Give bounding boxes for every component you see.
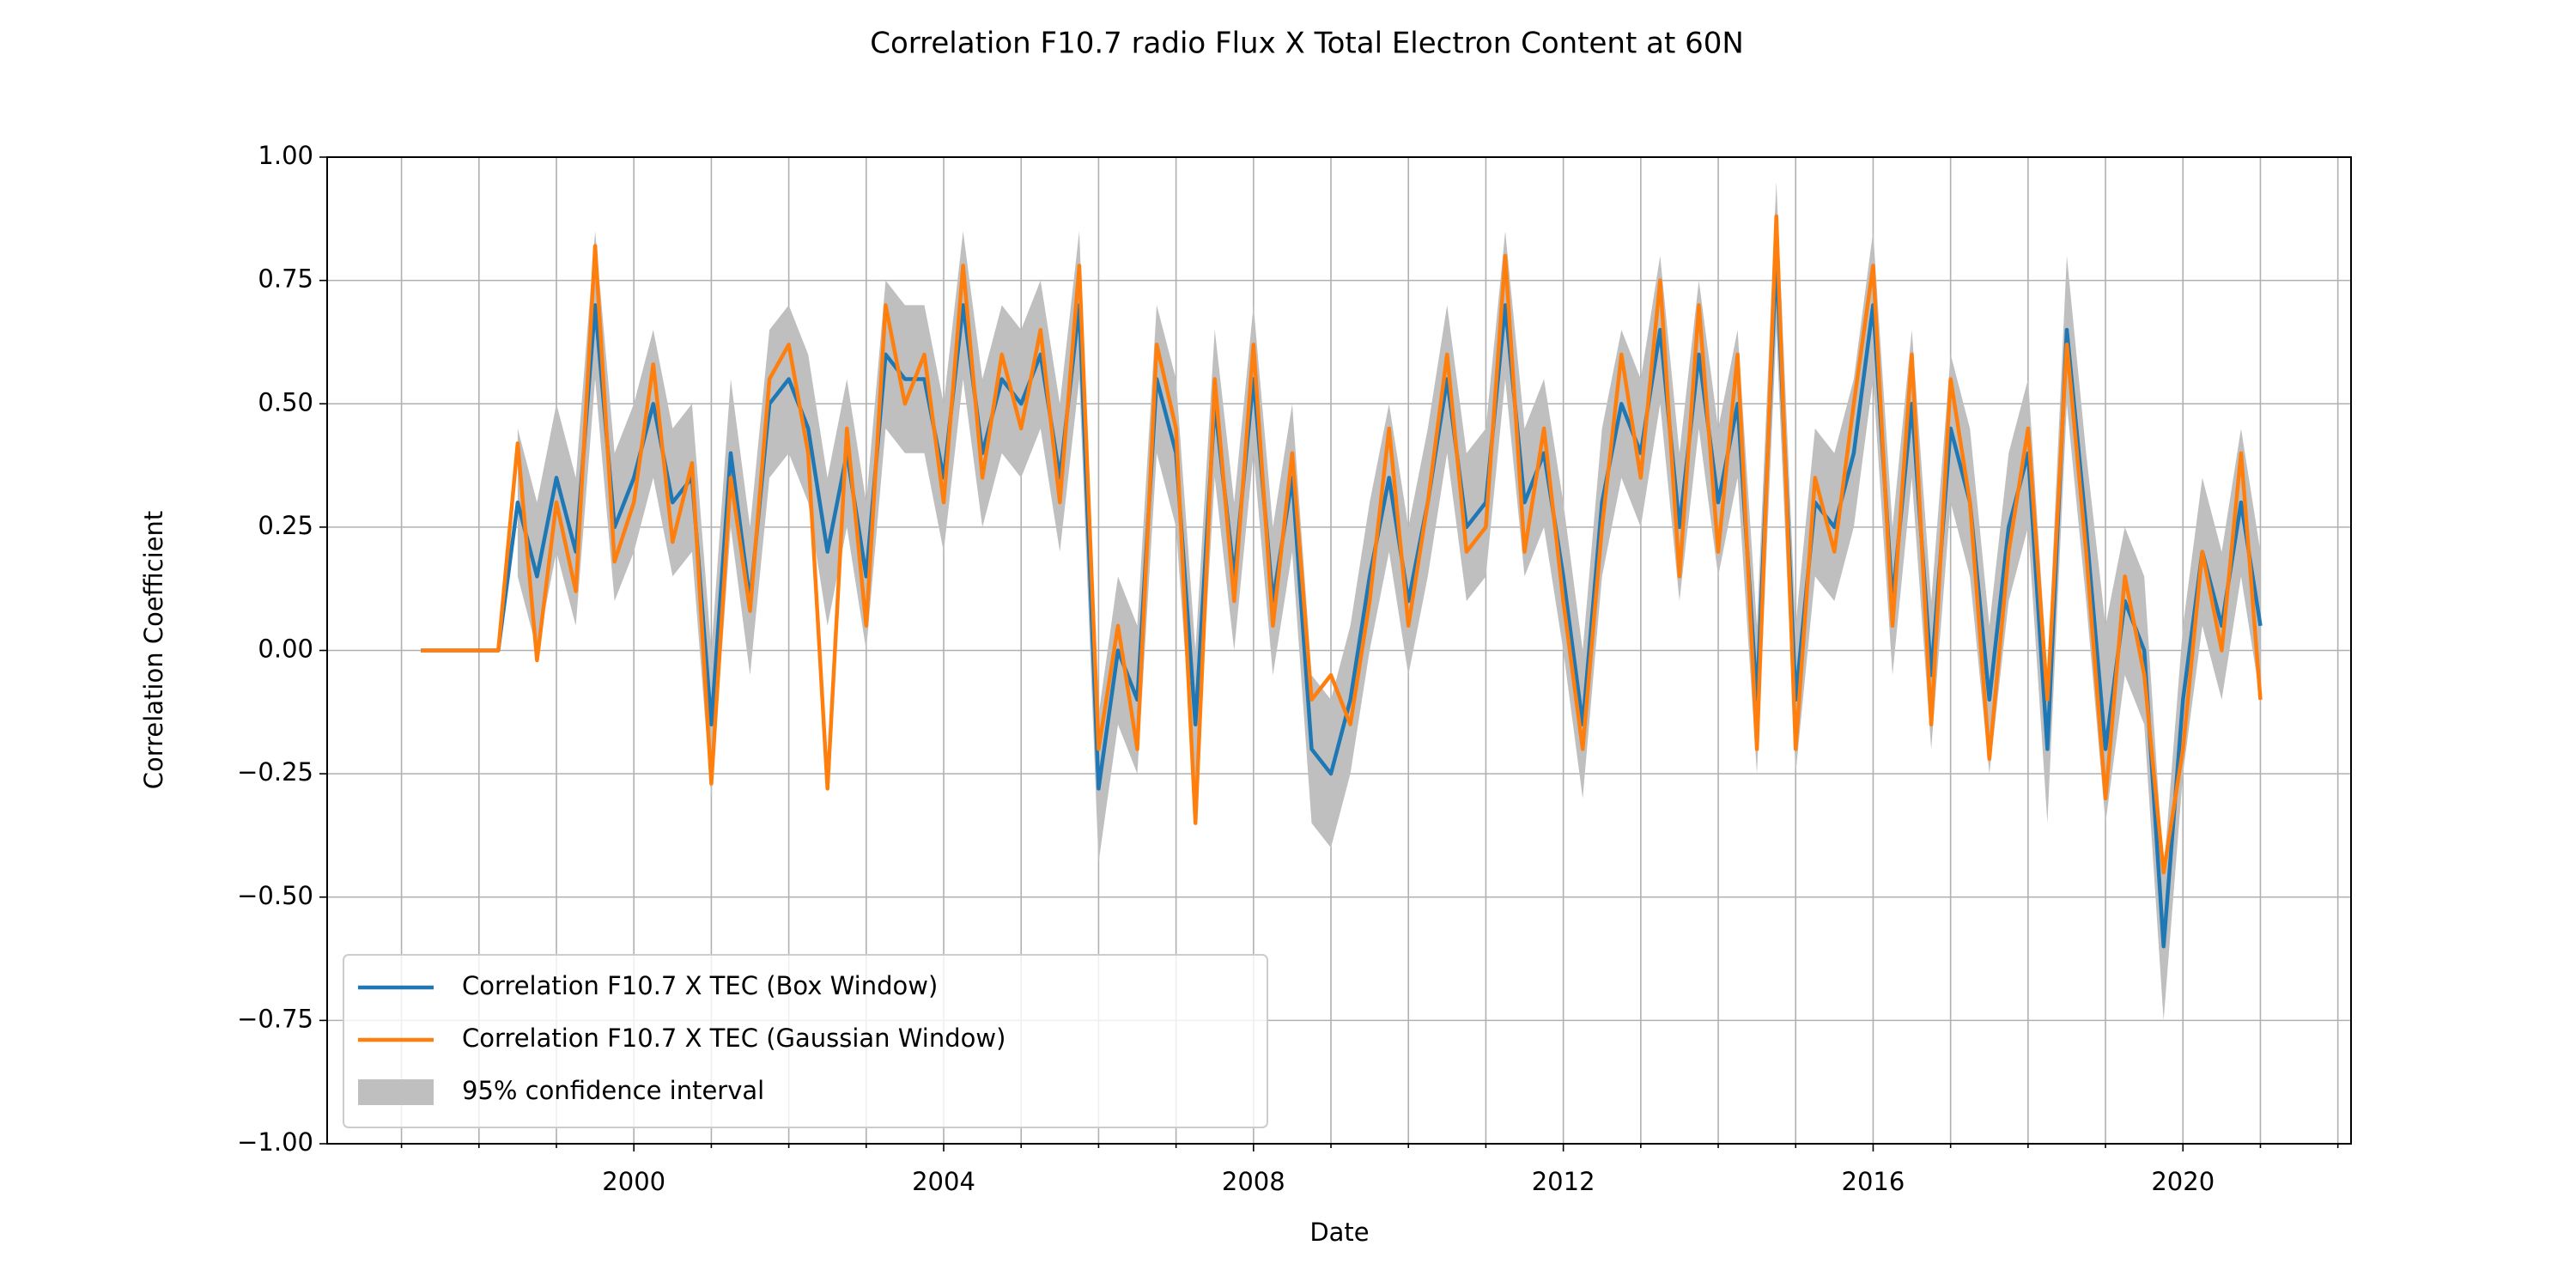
x-tick-label: 2000 <box>602 1167 665 1196</box>
x-tick-label: 2008 <box>1222 1167 1285 1196</box>
x-axis-label: Date <box>1309 1218 1369 1247</box>
y-tick-label: −0.75 <box>237 1004 313 1033</box>
legend-box <box>343 954 1268 1128</box>
legend-label: 95% confidence interval <box>462 1076 764 1105</box>
legend: Correlation F10.7 X TEC (Box Window) Corr… <box>343 954 1268 1128</box>
x-tick-label: 2020 <box>2151 1167 2215 1196</box>
y-tick-label: −0.25 <box>237 757 313 787</box>
legend-label: Correlation F10.7 X TEC (Box Window) <box>462 971 938 1000</box>
y-tick-label: −0.50 <box>237 881 313 910</box>
x-tick-label: 2012 <box>1532 1167 1595 1196</box>
y-tick-label: 0.25 <box>258 511 313 540</box>
y-tick-label: 1.00 <box>258 141 313 170</box>
x-tick-label: 2004 <box>912 1167 975 1196</box>
x-tick-label: 2016 <box>1842 1167 1905 1196</box>
y-tick-label: 0.50 <box>258 387 313 416</box>
y-tick-label: 0.75 <box>258 264 313 294</box>
legend-swatch <box>358 1079 434 1105</box>
line-series <box>421 214 2263 875</box>
chart-title: Correlation F10.7 radio Flux X Total Ele… <box>870 27 1744 61</box>
legend-label: Correlation F10.7 X TEC (Gaussian Window… <box>462 1024 1005 1053</box>
plot-frame <box>326 156 2352 1145</box>
y-tick-label: 0.00 <box>258 635 313 664</box>
y-tick-label: −1.00 <box>237 1127 313 1157</box>
y-axis-label: Correlation Coefficient <box>139 511 168 790</box>
